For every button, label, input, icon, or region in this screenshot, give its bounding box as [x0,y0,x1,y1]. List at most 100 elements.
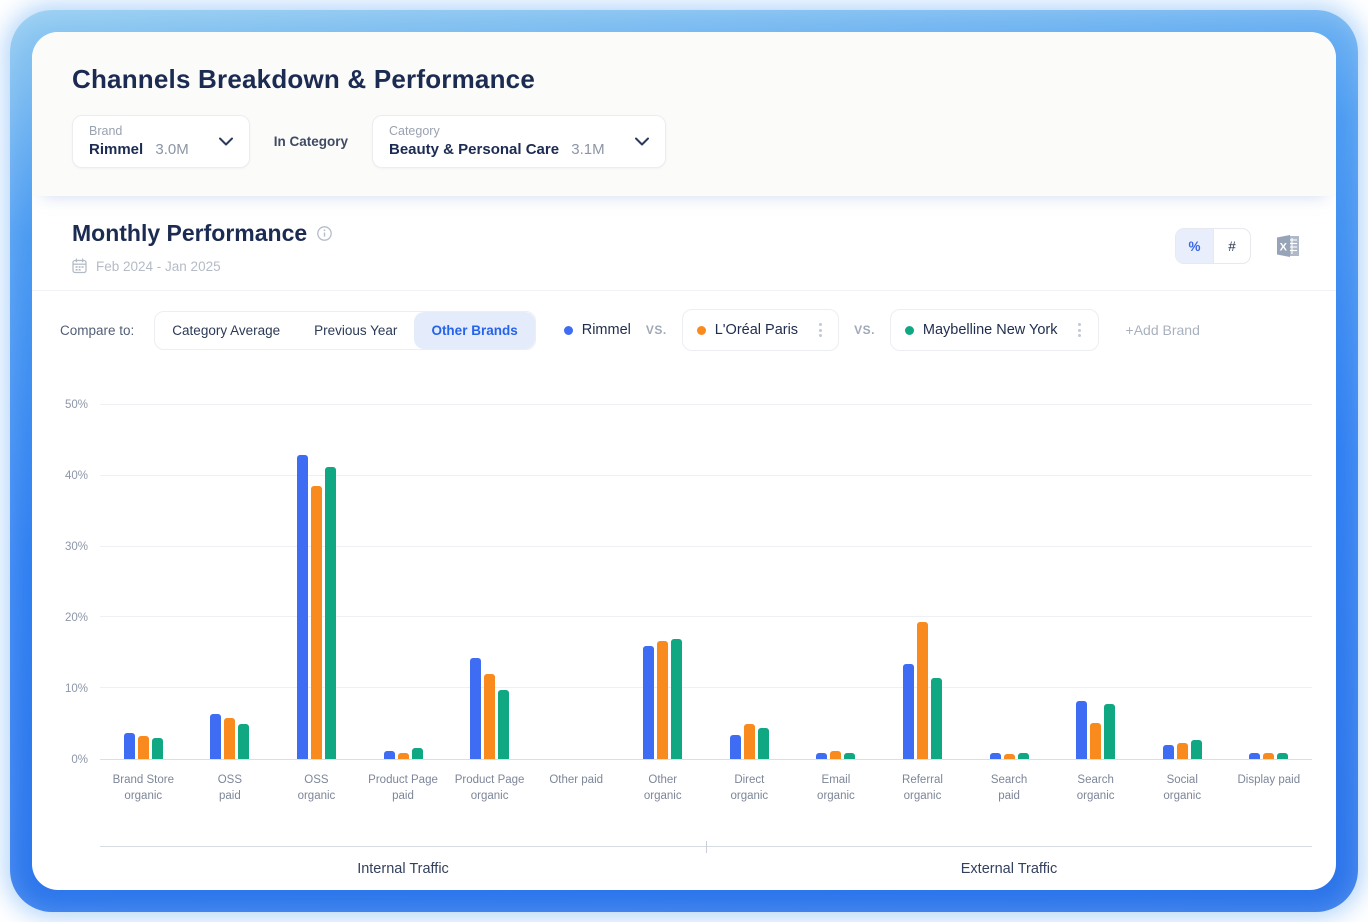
gridline [100,474,1312,476]
x-axis-label: Search organic [1076,774,1115,803]
legend-dot [696,325,706,335]
bar[interactable] [1017,752,1029,759]
y-tick-label: 40% [64,470,88,482]
y-tick-label: 0% [71,754,88,766]
brand-select-text: Brand Rimmel 3.0M [89,124,189,158]
bar[interactable] [1190,739,1202,759]
bar[interactable] [151,738,163,759]
bar[interactable] [1249,752,1261,759]
gridline [100,404,1312,405]
x-axis-label: Social organic [1163,774,1202,803]
bar[interactable] [397,753,409,759]
bar[interactable] [1176,742,1188,759]
bar[interactable] [643,646,655,759]
calendar-icon [72,258,87,274]
bar[interactable] [484,674,496,759]
bar[interactable] [757,727,769,759]
bar[interactable] [1277,753,1289,759]
monthly-performance-titles: Monthly Performance Feb 2024 - Jan 2025 [72,220,333,274]
bar[interactable] [296,454,308,759]
bar[interactable] [411,747,423,759]
legend-brand-rimmel[interactable]: Rimmel [563,322,631,338]
page-title: Channels Breakdown & Performance [72,64,535,94]
bar-group-brand-store-organic [100,405,187,759]
y-tick-label: 10% [64,683,88,695]
bar[interactable] [902,664,914,759]
x-axis-label: Product Page paid [368,774,438,803]
bar[interactable] [1162,744,1174,759]
bar-group-other-organic [619,405,706,759]
x-axis-label: Brand Store organic [112,774,174,803]
compare-tabs: Category Average Previous Year Other Brand… [154,310,536,350]
bar[interactable] [210,714,222,759]
gridline [100,687,1312,689]
x-axis-label: Email organic [817,774,855,803]
section-title: Monthly Performance [72,220,308,246]
bar[interactable] [830,750,842,759]
compare-to-label: Compare to: [60,322,135,338]
category-select-label: Category [388,124,440,138]
gridline [100,616,1312,618]
category-select[interactable]: Category Beauty & Personal Care 3.1M [371,115,666,168]
compare-section: Compare to: Category Average Previous Yea… [32,290,1336,359]
bar[interactable] [310,486,322,759]
date-range-row: Feb 2024 - Jan 2025 [72,258,332,274]
bar-group-oss-paid [187,405,274,759]
excel-export-icon[interactable]: X [1275,233,1302,259]
date-range: Feb 2024 - Jan 2025 [96,258,221,274]
bar-group-product-page-organic [446,405,533,759]
bar[interactable] [989,752,1001,759]
compare-tab-previous-year[interactable]: Previous Year [314,322,398,338]
number-toggle-button[interactable]: # [1213,229,1250,263]
bar[interactable] [671,639,683,759]
x-axis-label: Display paid [1237,774,1301,786]
percent-toggle-button[interactable]: % [1176,229,1213,263]
compare-tab-category-average[interactable]: Category Average [172,322,281,338]
bar[interactable] [743,724,755,759]
bar[interactable] [498,689,510,759]
bar[interactable] [729,734,741,759]
bar-group-other-paid [533,405,620,759]
category-select-value-row: Beauty & Personal Care 3.1M [389,141,605,158]
vs-label: VS. [854,323,875,337]
bar[interactable] [1263,752,1275,759]
x-axis-label: Other paid [549,774,604,786]
monthly-performance-header: Monthly Performance Feb 2024 - Jan 2025 … [32,196,1336,290]
bar[interactable] [137,735,149,759]
bar[interactable] [657,641,669,759]
x-axis-label: Search paid [990,774,1028,803]
bar[interactable] [238,724,250,759]
bar-group-referral-organic [879,405,966,759]
bar[interactable] [224,717,236,759]
app-frame: Channels Breakdown & Performance Brand R… [10,10,1358,912]
bar[interactable] [1003,754,1015,759]
info-icon[interactable] [317,226,333,241]
x-axis-label: OSS paid [217,774,243,803]
compare-tab-other-brands[interactable]: Other Brands [414,311,535,349]
chart-controls: % # X [1175,228,1302,264]
category-select-value: Beauty & Personal Care [388,141,560,158]
legend-brand-l-or-al-paris[interactable]: L'Oréal Paris [681,309,840,351]
bar[interactable] [844,752,856,759]
bar[interactable] [1076,700,1088,759]
in-category-label: In Category [273,134,348,149]
bar[interactable] [1104,703,1116,759]
bar[interactable] [383,750,395,759]
bar[interactable] [816,752,828,759]
bar[interactable] [930,677,942,759]
gridline [100,545,1312,547]
bar[interactable] [1090,722,1102,759]
add-brand-button[interactable]: +Add Brand [1125,322,1200,338]
bar[interactable] [916,621,928,759]
bar-group-email-organic [793,405,880,759]
y-tick-label: 30% [64,541,88,553]
kebab-menu-icon[interactable] [1071,320,1089,340]
brand-select[interactable]: Brand Rimmel 3.0M [72,115,250,168]
bar[interactable] [470,658,482,759]
bar[interactable] [324,466,336,759]
bar-group-oss-organic [273,405,360,759]
brand-legend: Rimmel VS. L'Oréal Paris VS. Maybelline New … [563,309,1200,351]
legend-brand-maybelline-new-york[interactable]: Maybelline New York [889,309,1099,351]
bar[interactable] [123,732,135,759]
kebab-menu-icon[interactable] [811,320,829,340]
